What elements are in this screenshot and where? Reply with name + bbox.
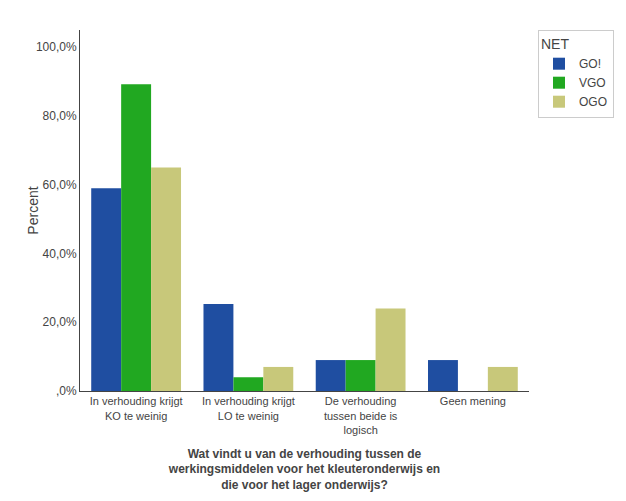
svg-text:In verhouding krijgtLO te wein: In verhouding krijgtLO te weinig (202, 395, 295, 421)
svg-text:,0%: ,0% (56, 384, 77, 398)
svg-text:De verhoudingtussen beide islo: De verhoudingtussen beide islogisch (324, 395, 398, 436)
svg-text:Wat vindt u van de verhouding: Wat vindt u van de verhouding tussen dew… (168, 447, 440, 492)
svg-text:20,0%: 20,0% (43, 315, 77, 329)
svg-text:Percent: Percent (25, 186, 41, 234)
svg-text:VGO: VGO (579, 76, 606, 90)
svg-text:40,0%: 40,0% (43, 247, 77, 261)
svg-text:100,0%: 100,0% (36, 40, 77, 54)
svg-text:60,0%: 60,0% (43, 178, 77, 192)
svg-text:OGO: OGO (579, 95, 607, 109)
svg-text:Geen mening: Geen mening (440, 395, 506, 407)
svg-text:80,0%: 80,0% (43, 109, 77, 123)
svg-text:In verhouding krijgtKO te wein: In verhouding krijgtKO te weinig (90, 395, 183, 421)
svg-text:NET: NET (541, 36, 569, 52)
svg-text:GO!: GO! (579, 57, 601, 71)
